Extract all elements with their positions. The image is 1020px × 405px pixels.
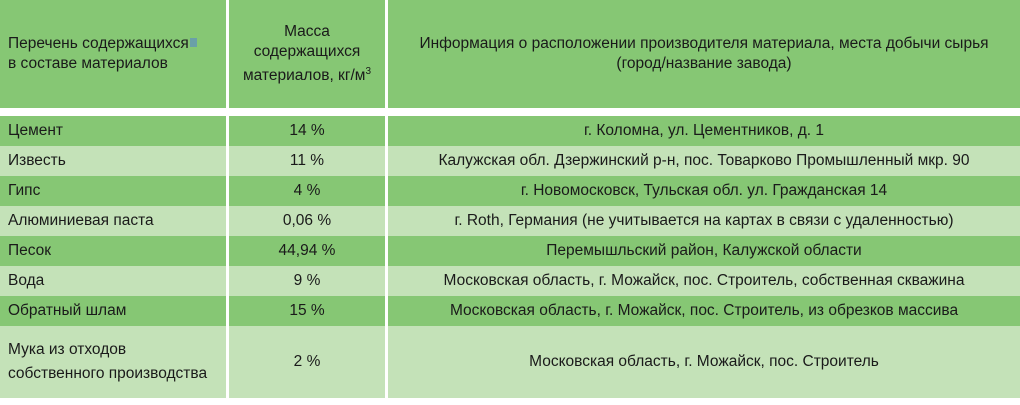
header-mass-text: Масса содержащихся материалов, кг/м — [242, 22, 366, 85]
header-materials-list: Перечень содержащихся в составе материало… — [0, 0, 229, 108]
mass-cell: 4 % — [229, 176, 388, 206]
location-cell: Перемышльский район, Калужской области — [388, 236, 1020, 266]
mass-cell: 2 % — [229, 326, 388, 398]
mass-cell: 15 % — [229, 296, 388, 326]
material-cell: Вода — [0, 266, 229, 296]
material-cell: Известь — [0, 146, 229, 176]
table-row: Вода 9 % Московская область, г. Можайск, п… — [0, 266, 1020, 296]
location-cell: Московская область, г. Можайск, пос. Стр… — [388, 266, 1020, 296]
location-cell: Московская область, г. Можайск, пос. Стр… — [388, 326, 1020, 398]
table-row: Песок 44,94 % Перемышльский район, Калужск… — [0, 236, 1020, 266]
table-row: Мука из отходов собственного производств… — [0, 326, 1020, 398]
mass-cell: 14 % — [229, 116, 388, 146]
material-cell: Мука из отходов собственного производств… — [0, 326, 229, 398]
material-cell: Цемент — [0, 116, 229, 146]
header-mass-superscript: 3 — [365, 65, 372, 77]
table-row: Обратный шлам 15 % Московская область, г. … — [0, 296, 1020, 326]
material-cell: Песок — [0, 236, 229, 266]
location-cell: г. Roth, Германия (не учитывается на кар… — [388, 206, 1020, 236]
table-row: Гипс 4 % г. Новомосковск, Тульская обл. ул… — [0, 176, 1020, 206]
table-header-row: Перечень содержащихся в составе материало… — [0, 0, 1020, 108]
mass-cell: 0,06 % — [229, 206, 388, 236]
header-location-info-text: Информация о расположении производителя … — [419, 35, 989, 72]
header-location-info: Информация о расположении производителя … — [388, 0, 1020, 108]
cursor-marker-icon — [189, 38, 197, 47]
material-cell: Обратный шлам — [0, 296, 229, 326]
location-cell: Московская область, г. Можайск, пос. Стр… — [388, 296, 1020, 326]
header-mass: Масса содержащихся материалов, кг/м3 — [229, 0, 388, 108]
location-cell: г. Коломна, ул. Цементников, д. 1 — [388, 116, 1020, 146]
header-materials-list-text: Перечень содержащихся — [8, 35, 189, 52]
material-cell: Гипс — [0, 176, 229, 206]
material-cell: Алюминиевая паста — [0, 206, 229, 236]
mass-cell: 11 % — [229, 146, 388, 176]
table-row: Цемент 14 % г. Коломна, ул. Цементников, д… — [0, 116, 1020, 146]
location-cell: г. Новомосковск, Тульская обл. ул. Гражд… — [388, 176, 1020, 206]
mass-cell: 44,94 % — [229, 236, 388, 266]
table-row: Известь 11 % Калужская обл. Дзержинский р-… — [0, 146, 1020, 176]
mass-cell: 9 % — [229, 266, 388, 296]
table-row: Алюминиевая паста 0,06 % г. Roth, Германия… — [0, 206, 1020, 236]
header-materials-list-text-2: в составе материалов — [8, 55, 168, 72]
location-cell: Калужская обл. Дзержинский р-н, пос. Тов… — [388, 146, 1020, 176]
header-gap — [0, 108, 1020, 116]
